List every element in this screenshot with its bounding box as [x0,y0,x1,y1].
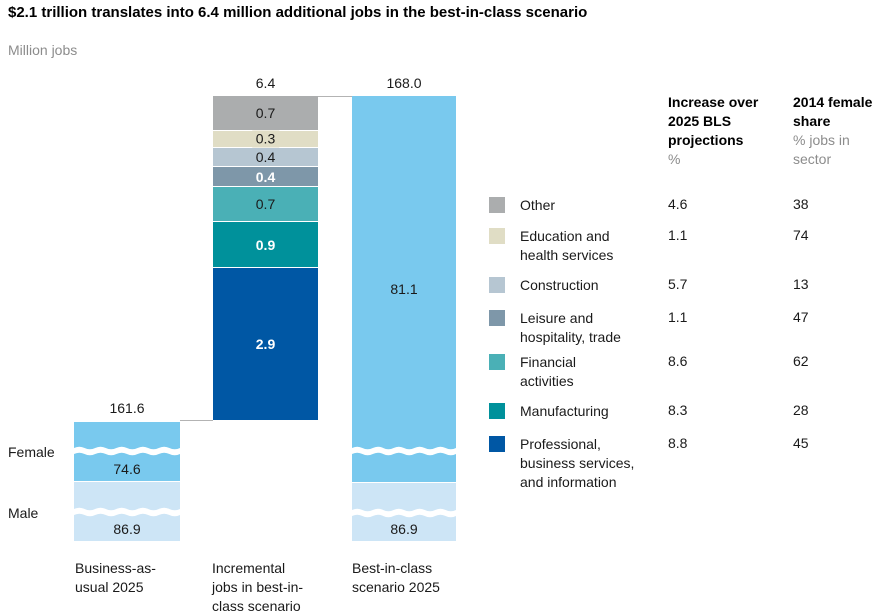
legend-label-professional: Professional, business services, and inf… [520,436,635,490]
bar-segment-value: 86.9 [390,521,418,537]
legend-female-share-value: 74 [793,227,809,243]
legend-label-manufacturing: Manufacturing [520,403,609,419]
legend-swatch-financial [489,354,505,370]
bar-connector-line [180,420,213,421]
bar-segment-value: 81.1 [390,281,418,297]
bar-axis-label-incremental-jobs-in-best-in-class-scenario: Incremental jobs in best-in- class scena… [212,560,304,614]
legend-label-leisure: Leisure and hospitality, trade [520,310,621,345]
bar-segment-construction: 0.4 [213,148,318,166]
legend-increase-value: 8.6 [668,353,688,369]
legend-swatch-construction [489,277,505,293]
gender-label-male: Male [8,505,39,521]
bar-segment-female: 81.1 [352,96,456,482]
bar-connector-line [318,96,352,97]
bar-segment-professional-business-services-and-information: 2.9 [213,268,318,420]
legend-increase-value: 1.1 [668,227,688,243]
bar-segment-value: 0.7 [255,105,276,121]
legend-column-header-increase: Increase over 2025 BLS projections [668,94,759,148]
legend-swatch-professional [489,436,505,452]
legend-female-share-value: 45 [793,435,809,451]
bar-axis-label-best-in-class-scenario-2025: Best-in-class scenario 2025 [352,560,440,595]
legend-label-financial: Financial activities [520,354,577,389]
legend-female-share-value: 47 [793,309,809,325]
axis-break-wave-icon [74,507,180,517]
bar-segment-value: 86.9 [113,521,141,537]
legend-female-share-value: 28 [793,402,809,418]
bar-segment-value: 2.9 [255,336,276,352]
bar-segment-value: 0.7 [255,196,276,212]
bar-segment-value: 0.3 [251,130,280,148]
legend-increase-value: 5.7 [668,276,688,292]
legend-female-share-value: 13 [793,276,809,292]
bar-segment-education-and-health-services: 0.3 [213,130,318,148]
legend-swatch-other [489,197,505,213]
bar-total-label: 168.0 [386,75,422,91]
axis-break-wave-icon [74,446,180,456]
legend-label-other: Other [520,197,556,213]
bar-segment-male: 86.9 [74,482,180,541]
units-label: Million jobs [8,42,78,58]
legend-label-construction: Construction [520,277,599,293]
bar-segment-value: 74.6 [113,461,141,477]
bar-segment-leisure-and-hospitality-trade: 0.4 [213,167,318,186]
chart-title: $2.1 trillion translates into 6.4 millio… [8,4,588,21]
legend-label-education: Education and health services [520,228,614,263]
legend-female-share-value: 38 [793,196,809,212]
legend-swatch-manufacturing [489,403,505,419]
bar-axis-label-business-as-usual-2025: Business-as- usual 2025 [75,560,156,595]
bar-segment-male: 86.9 [352,483,456,541]
legend-increase-value: 4.6 [668,196,688,212]
legend-female-share-value: 62 [793,353,809,369]
legend-increase-value: 8.3 [668,402,688,418]
bar-segment-value: 0.4 [255,149,276,165]
bar-segment-other: 0.7 [213,96,318,130]
bar-segment-financial-activities: 0.7 [213,187,318,221]
bar-segment-female: 74.6 [74,422,180,481]
legend-increase-value: 1.1 [668,309,688,325]
bar-total-label: 6.4 [255,75,276,91]
bar-segment-value: 0.4 [255,168,276,185]
bar-segment-value: 0.9 [255,236,276,253]
legend-column-subtitle-female-share: % jobs in sector [793,132,850,167]
legend-swatch-leisure [489,310,505,326]
legend-column-header-female-share: 2014 female share [793,94,873,129]
bar-total-label: 161.6 [109,400,145,416]
legend-column-subtitle-increase: % [668,151,681,167]
gender-label-female: Female [8,444,55,460]
bar-segment-manufacturing: 0.9 [213,222,318,267]
legend-swatch-education [489,228,505,244]
legend-increase-value: 8.8 [668,435,688,451]
axis-break-wave-icon [352,446,456,456]
axis-break-wave-icon [352,508,456,518]
